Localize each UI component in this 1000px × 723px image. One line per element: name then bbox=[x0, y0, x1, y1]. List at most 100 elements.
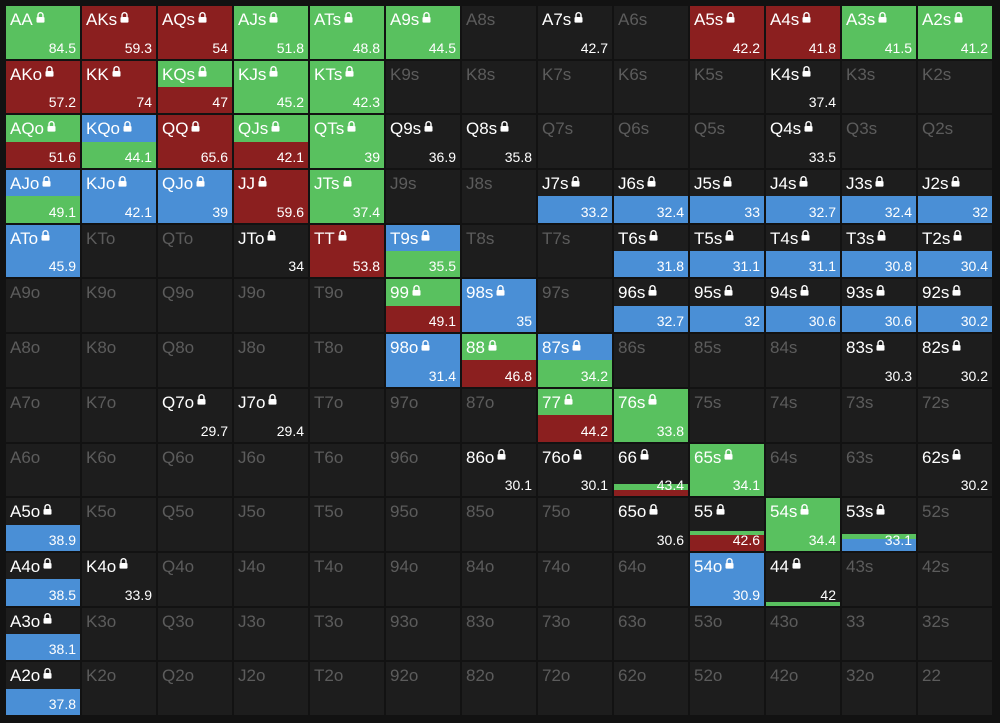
hand-cell-k7s[interactable]: K7s bbox=[538, 60, 612, 114]
hand-cell-42s[interactable]: 42s bbox=[918, 552, 992, 606]
hand-cell-j5s[interactable]: J5s 33 bbox=[690, 170, 764, 223]
hand-cell-84o[interactable]: 84o bbox=[462, 552, 536, 606]
hand-cell-qts[interactable]: QTs 39 bbox=[310, 115, 384, 169]
hand-cell-q7o[interactable]: Q7o 29.7 bbox=[158, 388, 232, 442]
hand-cell-k2o[interactable]: K2o bbox=[82, 662, 156, 715]
hand-cell-95o[interactable]: 95o bbox=[386, 498, 460, 551]
hand-cell-aqs[interactable]: AQs 54 bbox=[158, 6, 232, 59]
hand-cell-22[interactable]: 22 bbox=[918, 662, 992, 715]
hand-cell-76o[interactable]: 76o 30.1 bbox=[538, 443, 612, 497]
hand-cell-kjs[interactable]: KJs 45.2 bbox=[234, 60, 308, 114]
hand-cell-82o[interactable]: 82o bbox=[462, 662, 536, 715]
hand-cell-q8o[interactable]: Q8o bbox=[158, 334, 232, 387]
hand-cell-q9s[interactable]: Q9s 36.9 bbox=[386, 115, 460, 169]
hand-cell-q7s[interactable]: Q7s bbox=[538, 115, 612, 169]
hand-cell-t4s[interactable]: T4s 31.1 bbox=[766, 224, 840, 278]
hand-cell-t2o[interactable]: T2o bbox=[310, 662, 384, 715]
hand-cell-44[interactable]: 44 42 bbox=[766, 552, 840, 606]
hand-cell-83o[interactable]: 83o bbox=[462, 607, 536, 661]
hand-cell-73s[interactable]: 73s bbox=[842, 388, 916, 442]
hand-cell-96s[interactable]: 96s 32.7 bbox=[614, 279, 688, 333]
hand-cell-t8s[interactable]: T8s bbox=[462, 224, 536, 278]
hand-cell-j5o[interactable]: J5o bbox=[234, 498, 308, 551]
hand-cell-97o[interactable]: 97o bbox=[386, 388, 460, 442]
hand-cell-53s[interactable]: 53s 33.1 bbox=[842, 498, 916, 551]
hand-cell-t5s[interactable]: T5s 31.1 bbox=[690, 224, 764, 278]
hand-cell-32s[interactable]: 32s bbox=[918, 607, 992, 661]
hand-cell-kqo[interactable]: KQo 44.1 bbox=[82, 115, 156, 169]
hand-cell-64s[interactable]: 64s bbox=[766, 443, 840, 497]
hand-cell-kqs[interactable]: KQs 47 bbox=[158, 60, 232, 114]
hand-cell-q3s[interactable]: Q3s bbox=[842, 115, 916, 169]
hand-cell-a2o[interactable]: A2o 37.8 bbox=[6, 662, 80, 715]
hand-cell-t9o[interactable]: T9o bbox=[310, 279, 384, 333]
hand-cell-a5s[interactable]: A5s 42.2 bbox=[690, 6, 764, 59]
hand-cell-62s[interactable]: 62s 30.2 bbox=[918, 443, 992, 497]
hand-cell-t3s[interactable]: T3s 30.8 bbox=[842, 224, 916, 278]
hand-cell-k9o[interactable]: K9o bbox=[82, 279, 156, 333]
hand-cell-aks[interactable]: AKs 59.3 bbox=[82, 6, 156, 59]
hand-cell-63o[interactable]: 63o bbox=[614, 607, 688, 661]
hand-cell-kts[interactable]: KTs 42.3 bbox=[310, 60, 384, 114]
hand-cell-q9o[interactable]: Q9o bbox=[158, 279, 232, 333]
hand-cell-q5s[interactable]: Q5s bbox=[690, 115, 764, 169]
hand-cell-73o[interactable]: 73o bbox=[538, 607, 612, 661]
hand-cell-63s[interactable]: 63s bbox=[842, 443, 916, 497]
hand-cell-62o[interactable]: 62o bbox=[614, 662, 688, 715]
hand-cell-99[interactable]: 99 49.1 bbox=[386, 279, 460, 333]
hand-cell-jto[interactable]: JTo 34 bbox=[234, 224, 308, 278]
hand-cell-74o[interactable]: 74o bbox=[538, 552, 612, 606]
hand-cell-qto[interactable]: QTo bbox=[158, 224, 232, 278]
hand-cell-93s[interactable]: 93s 30.6 bbox=[842, 279, 916, 333]
hand-cell-k6s[interactable]: K6s bbox=[614, 60, 688, 114]
hand-cell-85s[interactable]: 85s bbox=[690, 334, 764, 387]
hand-cell-82s[interactable]: 82s 30.2 bbox=[918, 334, 992, 387]
hand-cell-kk[interactable]: KK 74 bbox=[82, 60, 156, 114]
hand-cell-q6s[interactable]: Q6s bbox=[614, 115, 688, 169]
hand-cell-33[interactable]: 33 bbox=[842, 607, 916, 661]
hand-cell-t9s[interactable]: T9s 35.5 bbox=[386, 224, 460, 278]
hand-cell-t3o[interactable]: T3o bbox=[310, 607, 384, 661]
hand-cell-77[interactable]: 77 44.2 bbox=[538, 388, 612, 442]
hand-cell-qq[interactable]: QQ 65.6 bbox=[158, 115, 232, 169]
hand-cell-q2s[interactable]: Q2s bbox=[918, 115, 992, 169]
hand-cell-66[interactable]: 66 43.4 bbox=[614, 443, 688, 497]
hand-cell-55[interactable]: 55 42.6 bbox=[690, 498, 764, 551]
hand-cell-t5o[interactable]: T5o bbox=[310, 498, 384, 551]
hand-cell-j7o[interactable]: J7o 29.4 bbox=[234, 388, 308, 442]
hand-cell-52s[interactable]: 52s bbox=[918, 498, 992, 551]
hand-cell-76s[interactable]: 76s 33.8 bbox=[614, 388, 688, 442]
hand-cell-88[interactable]: 88 46.8 bbox=[462, 334, 536, 387]
hand-cell-92o[interactable]: 92o bbox=[386, 662, 460, 715]
hand-cell-qjo[interactable]: QJo 39 bbox=[158, 170, 232, 223]
hand-cell-j4o[interactable]: J4o bbox=[234, 552, 308, 606]
hand-cell-q3o[interactable]: Q3o bbox=[158, 607, 232, 661]
hand-cell-72o[interactable]: 72o bbox=[538, 662, 612, 715]
hand-cell-jj[interactable]: JJ 59.6 bbox=[234, 170, 308, 223]
hand-cell-k5s[interactable]: K5s bbox=[690, 60, 764, 114]
hand-cell-j3s[interactable]: J3s 32.4 bbox=[842, 170, 916, 223]
hand-cell-k8s[interactable]: K8s bbox=[462, 60, 536, 114]
hand-cell-43o[interactable]: 43o bbox=[766, 607, 840, 661]
hand-cell-ats[interactable]: ATs 48.8 bbox=[310, 6, 384, 59]
hand-cell-a7s[interactable]: A7s 42.7 bbox=[538, 6, 612, 59]
hand-cell-a3s[interactable]: A3s 41.5 bbox=[842, 6, 916, 59]
hand-cell-75s[interactable]: 75s bbox=[690, 388, 764, 442]
hand-cell-ajo[interactable]: AJo 49.1 bbox=[6, 170, 80, 223]
hand-cell-65s[interactable]: 65s 34.1 bbox=[690, 443, 764, 497]
hand-cell-k3o[interactable]: K3o bbox=[82, 607, 156, 661]
hand-cell-q5o[interactable]: Q5o bbox=[158, 498, 232, 551]
hand-cell-54s[interactable]: 54s 34.4 bbox=[766, 498, 840, 551]
hand-cell-53o[interactable]: 53o bbox=[690, 607, 764, 661]
hand-cell-aa[interactable]: AA 84.5 bbox=[6, 6, 80, 59]
hand-cell-qjs[interactable]: QJs 42.1 bbox=[234, 115, 308, 169]
hand-cell-a7o[interactable]: A7o bbox=[6, 388, 80, 442]
hand-cell-k7o[interactable]: K7o bbox=[82, 388, 156, 442]
hand-cell-a9s[interactable]: A9s 44.5 bbox=[386, 6, 460, 59]
hand-cell-54o[interactable]: 54o 30.9 bbox=[690, 552, 764, 606]
hand-cell-43s[interactable]: 43s bbox=[842, 552, 916, 606]
hand-cell-k3s[interactable]: K3s bbox=[842, 60, 916, 114]
hand-cell-j2o[interactable]: J2o bbox=[234, 662, 308, 715]
hand-cell-aqo[interactable]: AQo 51.6 bbox=[6, 115, 80, 169]
hand-cell-52o[interactable]: 52o bbox=[690, 662, 764, 715]
